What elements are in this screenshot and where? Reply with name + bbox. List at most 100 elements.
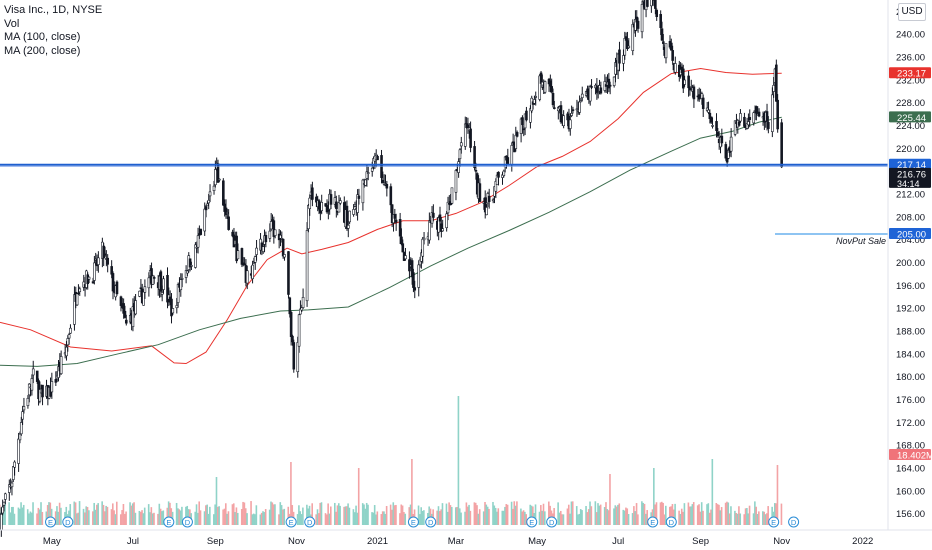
candle-body bbox=[93, 262, 96, 281]
volume-bar bbox=[21, 507, 24, 525]
volume-bar bbox=[623, 510, 626, 525]
price-tick-label: 236.00 bbox=[896, 53, 925, 64]
candle-body bbox=[240, 248, 244, 265]
candle-body bbox=[251, 264, 254, 280]
candle-body bbox=[780, 122, 783, 168]
candle-body bbox=[441, 228, 444, 232]
volume-bar bbox=[504, 506, 506, 525]
candle-body bbox=[264, 235, 268, 243]
candle-body bbox=[73, 294, 76, 325]
candle-body bbox=[179, 279, 183, 291]
price-tick-label: 196.00 bbox=[896, 281, 925, 292]
volume-legend[interactable]: Vol bbox=[4, 17, 20, 30]
volume-bar bbox=[333, 502, 336, 525]
candle-body bbox=[385, 184, 389, 189]
volume-bar bbox=[719, 510, 722, 525]
volume-bar bbox=[708, 512, 711, 525]
volume-bar bbox=[375, 514, 377, 525]
volume-bar bbox=[57, 511, 60, 525]
ma100-legend[interactable]: MA (100, close) bbox=[4, 31, 81, 43]
volume-bar bbox=[464, 511, 466, 525]
price-tag-text: 225.44 bbox=[897, 113, 926, 124]
candle-body bbox=[687, 75, 690, 89]
candle-body bbox=[716, 131, 720, 137]
candle-body bbox=[707, 109, 710, 113]
currency-label[interactable]: USD bbox=[898, 3, 926, 21]
volume-bar bbox=[661, 501, 663, 525]
volume-bar bbox=[488, 508, 490, 525]
volume-bar bbox=[337, 503, 340, 525]
candle-body bbox=[463, 123, 467, 147]
candle-body bbox=[487, 195, 491, 202]
price-tick-label: 156.00 bbox=[896, 509, 925, 520]
volume-bar bbox=[336, 505, 339, 525]
time-axis[interactable]: May Jul Sep Nov 2021 Mar May Jul Sep Nov 2022 bbox=[0, 529, 932, 547]
symbol-title[interactable]: Visa Inc., 1D, NYSE bbox=[4, 4, 103, 16]
ma200-legend[interactable]: MA (200, close) bbox=[4, 44, 81, 57]
candle-body bbox=[273, 229, 277, 236]
volume-bar bbox=[687, 502, 690, 525]
event-marker-label: E bbox=[650, 518, 655, 527]
ma200-line bbox=[0, 116, 782, 367]
candle-body bbox=[115, 281, 119, 295]
candle-body bbox=[17, 438, 20, 464]
volume-bar bbox=[167, 501, 170, 525]
volume-bar bbox=[599, 504, 602, 525]
event-marker-D bbox=[62, 516, 74, 528]
candle-body bbox=[709, 116, 713, 123]
volume-bar bbox=[541, 510, 543, 525]
volume-bar bbox=[209, 506, 211, 525]
volume-bar bbox=[76, 513, 78, 525]
volume-bar bbox=[662, 502, 664, 525]
volume-bar bbox=[558, 512, 561, 525]
candle-body bbox=[627, 45, 631, 48]
candle-body bbox=[279, 234, 282, 239]
price-axis[interactable]: 156.00 160.00 164.00 168.00 172.00 176.00 180.… bbox=[887, 0, 932, 550]
volume-bar bbox=[352, 509, 355, 525]
candle-body bbox=[31, 368, 35, 376]
volume-bar bbox=[13, 513, 16, 525]
volume-bar bbox=[420, 507, 423, 525]
candle-body bbox=[78, 288, 82, 293]
volume-bar bbox=[86, 506, 89, 525]
volume-bar bbox=[170, 508, 173, 525]
volume-bar bbox=[663, 514, 666, 525]
price-tick-label: 180.00 bbox=[896, 372, 925, 383]
candle-body bbox=[485, 207, 488, 216]
volume-bar bbox=[446, 511, 449, 525]
volume-bar bbox=[441, 503, 444, 525]
volume-bar bbox=[271, 502, 274, 525]
volume-bar bbox=[728, 513, 731, 525]
candle-body bbox=[216, 163, 220, 183]
candle-body bbox=[142, 291, 145, 306]
candle-body bbox=[176, 284, 180, 303]
volume-bar bbox=[720, 507, 723, 525]
event-marker-label: D bbox=[791, 518, 797, 527]
candle-body bbox=[353, 204, 357, 207]
drawn-lines[interactable]: NovPut Sale bbox=[0, 163, 888, 246]
candle-body bbox=[466, 124, 470, 128]
price-tag-text: 18.402M bbox=[897, 451, 932, 462]
candle-body bbox=[521, 117, 524, 126]
candle-body bbox=[381, 179, 385, 183]
candle-body bbox=[21, 411, 24, 420]
volume-bar bbox=[609, 474, 611, 525]
volume-bar bbox=[153, 512, 155, 525]
volume-bar bbox=[147, 504, 150, 525]
volume-bar bbox=[615, 506, 618, 525]
volume-bar bbox=[291, 505, 294, 525]
candle-body bbox=[27, 383, 31, 396]
event-marker-E bbox=[768, 516, 780, 528]
volume-bar bbox=[22, 504, 25, 525]
price-tick-label: 168.00 bbox=[896, 441, 925, 452]
volume-bar bbox=[625, 507, 627, 525]
price-tick-label: 160.00 bbox=[896, 486, 925, 497]
volume-bar bbox=[590, 506, 593, 525]
volume-bar bbox=[279, 502, 282, 525]
candle-body bbox=[715, 121, 718, 131]
volume-bar bbox=[631, 513, 634, 525]
candle-body bbox=[346, 224, 350, 229]
volume-bar bbox=[30, 512, 33, 525]
